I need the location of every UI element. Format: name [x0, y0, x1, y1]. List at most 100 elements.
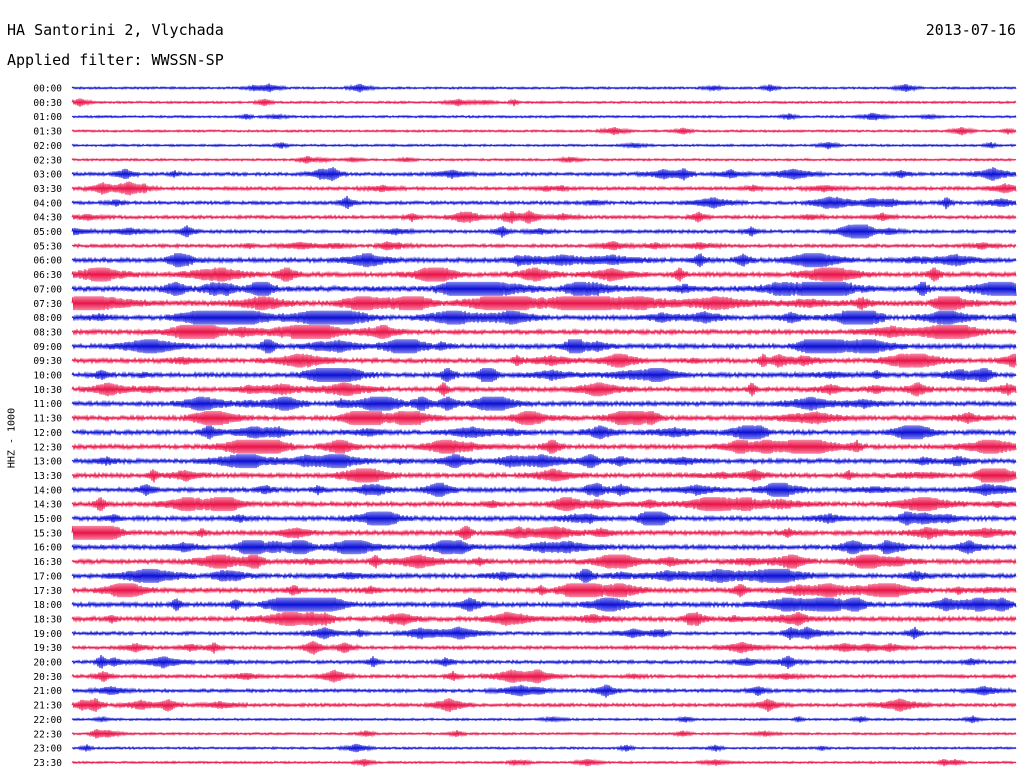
trace-row	[71, 758, 1017, 767]
time-label: 06:30	[33, 270, 62, 281]
trace-row	[71, 195, 1017, 210]
trace-row	[71, 568, 1017, 583]
trace-row	[71, 626, 1017, 641]
trace-row	[71, 210, 1017, 224]
trace-row	[71, 439, 1017, 454]
time-label: 03:30	[33, 184, 62, 195]
time-label: 12:00	[33, 428, 62, 439]
time-label: 16:30	[33, 557, 62, 568]
time-label: 09:00	[33, 342, 62, 353]
time-label: 00:30	[33, 98, 62, 109]
time-label: 12:30	[33, 442, 62, 453]
time-label: 04:30	[33, 213, 62, 224]
trace-row	[71, 597, 1017, 612]
time-label: 13:30	[33, 471, 62, 482]
date-label: 2013-07-16	[925, 21, 1016, 39]
trace-row	[71, 310, 1017, 325]
trace-row	[71, 241, 1017, 251]
trace-row	[71, 353, 1017, 368]
trace-row	[71, 640, 1017, 655]
trace-row	[71, 224, 1017, 239]
trace-row	[71, 684, 1017, 698]
trace-row	[71, 83, 1017, 93]
time-label: 04:00	[33, 198, 62, 209]
time-label: 23:00	[33, 744, 62, 755]
time-label: 19:00	[33, 629, 62, 640]
trace-row	[71, 743, 1017, 753]
time-label: 14:30	[33, 500, 62, 511]
trace-row	[71, 669, 1017, 684]
trace-row	[71, 155, 1017, 164]
trace-row	[71, 611, 1017, 626]
trace-row	[71, 715, 1017, 724]
trace-row	[71, 654, 1017, 670]
trace-row	[71, 482, 1017, 497]
time-label: 16:00	[33, 543, 62, 554]
time-label: 03:00	[33, 170, 62, 181]
time-label: 01:00	[33, 112, 62, 123]
trace-row	[71, 525, 1017, 540]
time-label: 18:00	[33, 600, 62, 611]
trace-row	[71, 181, 1017, 196]
trace-row	[71, 324, 1017, 339]
trace-row	[71, 396, 1017, 411]
trace-row	[71, 339, 1017, 354]
trace-row	[71, 583, 1017, 598]
station-title: HA Santorini 2, Vlychada	[7, 21, 224, 39]
trace-row	[71, 554, 1017, 569]
time-label: 15:30	[33, 528, 62, 539]
trace-row	[71, 728, 1017, 739]
time-label: 21:00	[33, 686, 62, 697]
trace-row	[71, 141, 1017, 150]
time-label: 10:00	[33, 371, 62, 382]
trace-row	[71, 281, 1017, 296]
time-label: 05:00	[33, 227, 62, 238]
time-label: 23:30	[33, 758, 62, 769]
time-label: 17:00	[33, 571, 62, 582]
time-label: 22:30	[33, 729, 62, 740]
filter-label: Applied filter: WWSSN-SP	[7, 51, 224, 69]
time-label: 01:30	[33, 127, 62, 138]
time-label: 21:30	[33, 701, 62, 712]
time-label: 14:00	[33, 485, 62, 496]
time-label: 13:00	[33, 457, 62, 468]
time-label: 17:30	[33, 586, 62, 597]
time-label: 11:30	[33, 414, 62, 425]
trace-row	[71, 296, 1017, 311]
trace-row	[71, 425, 1017, 440]
time-label: 06:00	[33, 256, 62, 267]
trace-row	[71, 98, 1017, 107]
time-label: 02:30	[33, 155, 62, 166]
time-label: 22:00	[33, 715, 62, 726]
trace-row	[71, 411, 1017, 426]
time-label: 19:30	[33, 643, 62, 654]
time-label: 05:30	[33, 241, 62, 252]
time-label: 07:00	[33, 284, 62, 295]
trace-row	[71, 126, 1017, 136]
trace-row	[71, 367, 1017, 383]
time-label: 11:00	[33, 399, 62, 410]
trace-row	[71, 267, 1017, 282]
time-label: 09:30	[33, 356, 62, 367]
time-label: 02:00	[33, 141, 62, 152]
time-label: 15:00	[33, 514, 62, 525]
trace-row	[71, 511, 1017, 526]
trace-row	[71, 540, 1017, 555]
trace-row	[71, 253, 1017, 268]
time-label: 00:00	[33, 84, 62, 95]
trace-row	[71, 454, 1017, 469]
time-label: 18:30	[33, 614, 62, 625]
time-label: 20:30	[33, 672, 62, 683]
trace-row	[71, 468, 1017, 483]
time-label: 08:00	[33, 313, 62, 324]
time-label: 10:30	[33, 385, 62, 396]
trace-row	[71, 167, 1017, 182]
time-label: 07:30	[33, 299, 62, 310]
trace-row	[71, 698, 1017, 713]
trace-row	[71, 112, 1017, 121]
time-label: 20:00	[33, 658, 62, 669]
trace-row	[71, 497, 1017, 512]
time-label: 08:30	[33, 327, 62, 338]
trace-row	[71, 382, 1017, 397]
